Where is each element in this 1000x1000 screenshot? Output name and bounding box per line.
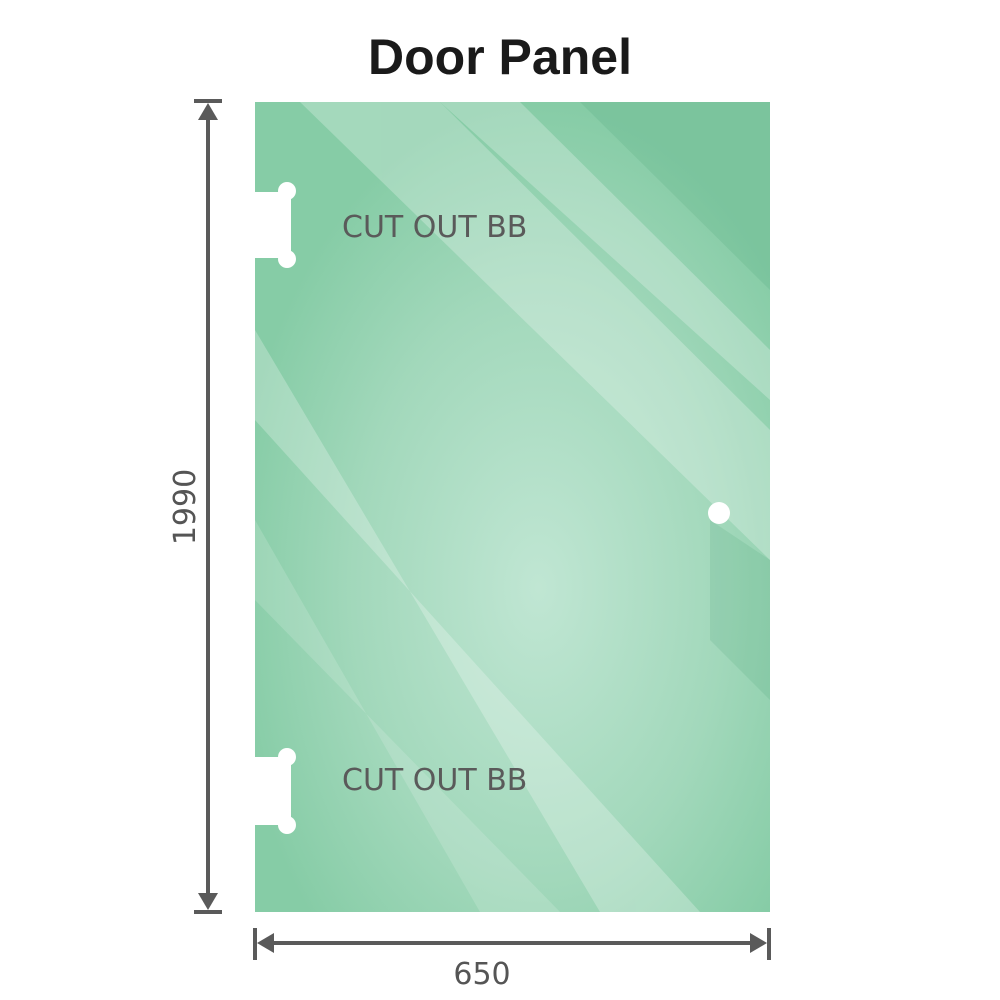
width-label: 650 xyxy=(453,957,510,992)
width-dimension-line xyxy=(253,928,771,960)
handle-hole xyxy=(708,502,730,524)
height-dimension-line xyxy=(194,99,222,914)
height-label: 1990 xyxy=(168,469,203,545)
cutout-bottom xyxy=(250,748,296,834)
cutout-top xyxy=(250,182,296,268)
cutout-label-bottom: CUT OUT BB xyxy=(342,763,527,798)
glass-panel xyxy=(255,102,770,912)
diagram-title: Door Panel xyxy=(368,29,632,85)
cutout-label-top: CUT OUT BB xyxy=(342,210,527,245)
